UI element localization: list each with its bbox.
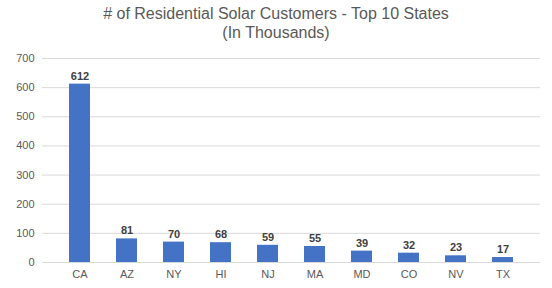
svg-text:23: 23	[450, 241, 462, 253]
svg-text:600: 600	[16, 81, 34, 93]
html-text:(In Thousands): (In Thousands)	[222, 24, 330, 41]
svg-text:HI: HI	[216, 268, 227, 280]
svg-text:39: 39	[356, 237, 368, 249]
svg-text:300: 300	[16, 169, 34, 181]
svg-text:59: 59	[262, 231, 274, 243]
svg-text:700: 700	[16, 52, 34, 64]
svg-text:100: 100	[16, 227, 34, 239]
svg-text:200: 200	[16, 198, 34, 210]
svg-text:NY: NY	[166, 268, 182, 280]
svg-text:55: 55	[309, 232, 321, 244]
svg-text:68: 68	[215, 228, 227, 240]
svg-text:70: 70	[168, 228, 180, 240]
svg-text:TX: TX	[496, 268, 511, 280]
svg-text:NV: NV	[448, 268, 464, 280]
svg-text:500: 500	[16, 110, 34, 122]
svg-text:MD: MD	[353, 268, 370, 280]
svg-text:81: 81	[121, 224, 133, 236]
svg-text:17: 17	[497, 243, 509, 255]
svg-text:AZ: AZ	[120, 268, 134, 280]
svg-text:400: 400	[16, 139, 34, 151]
svg-text:612: 612	[71, 70, 89, 82]
html-text:# of Residential Solar Custome: # of Residential Solar Customers - Top 1…	[103, 5, 449, 22]
svg-text:CA: CA	[72, 268, 88, 280]
svg-text:32: 32	[403, 239, 415, 251]
svg-text:CO: CO	[401, 268, 418, 280]
svg-text:NJ: NJ	[261, 268, 274, 280]
svg-text:0: 0	[28, 256, 34, 268]
svg-text:MA: MA	[307, 268, 324, 280]
